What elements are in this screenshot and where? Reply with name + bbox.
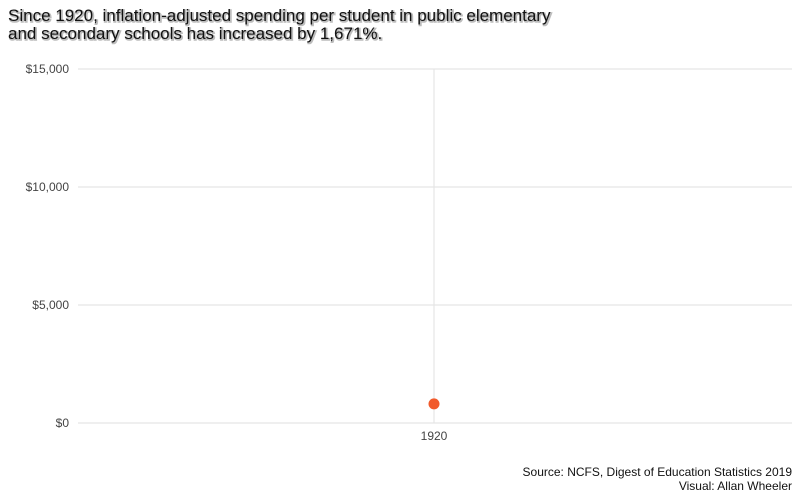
x-tick-label: 1920 <box>421 429 448 443</box>
y-axis: $0 $5,000 $10,000 $15,000 <box>26 62 70 430</box>
y-tick-label: $10,000 <box>26 180 70 194</box>
title: Since 1920, inflation-adjusted spending … <box>8 6 553 45</box>
data-point <box>428 398 440 410</box>
data-points <box>428 398 440 410</box>
title-line-2-shadow: and secondary schools has increased by 1… <box>9 25 383 44</box>
caption-source: Source: NCFS, Digest of Education Statis… <box>523 465 793 479</box>
caption: Source: NCFS, Digest of Education Statis… <box>523 465 793 493</box>
y-gridlines <box>78 68 792 424</box>
title-line-1-shadow: Since 1920, inflation-adjusted spending … <box>9 7 552 26</box>
x-axis: 1920 <box>421 429 448 443</box>
y-tick-label: $15,000 <box>26 62 70 76</box>
caption-visual: Visual: Allan Wheeler <box>679 479 792 493</box>
title-line-1: Since 1920, inflation-adjusted spending … <box>8 6 551 25</box>
y-tick-label: $0 <box>56 416 70 430</box>
y-tick-label: $5,000 <box>32 298 69 312</box>
title-line-2: and secondary schools has increased by 1… <box>8 24 382 43</box>
